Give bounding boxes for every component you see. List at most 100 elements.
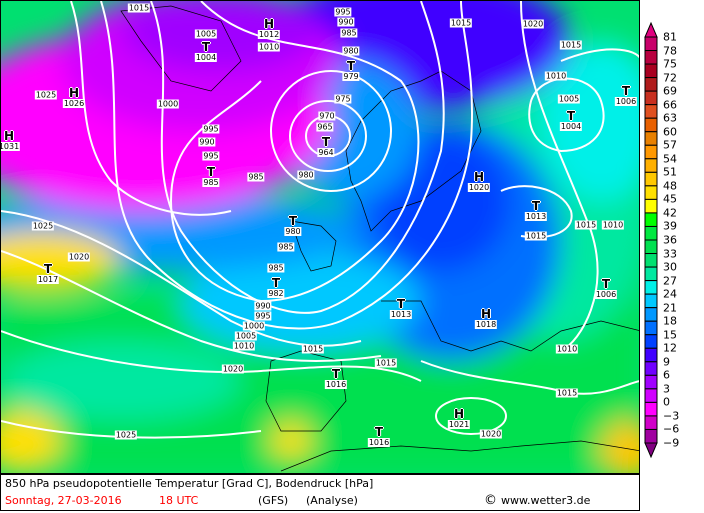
isobar-label: 1005 xyxy=(234,331,258,341)
isobar-label: 1025 xyxy=(34,90,58,100)
legend-label: 63 xyxy=(663,111,677,125)
legend-swatch xyxy=(644,253,658,268)
pressure-center: T 1016 xyxy=(367,426,391,447)
pressure-center: T 985 xyxy=(202,165,220,187)
legend-label: 30 xyxy=(663,260,677,274)
isobar-label: 1015 xyxy=(555,388,579,398)
pressure-center: T 1004 xyxy=(559,110,583,131)
center-symbol: T xyxy=(271,276,281,290)
legend-label: 3 xyxy=(663,382,670,396)
isobar-label: 1015 xyxy=(574,220,598,230)
legend-top-arrow xyxy=(644,21,658,38)
legend-bottom-arrow xyxy=(644,442,658,459)
legend-label: 78 xyxy=(663,44,677,58)
legend-label: 36 xyxy=(663,233,677,247)
center-value: 1031 xyxy=(1,142,21,151)
center-symbol: T xyxy=(396,297,406,311)
center-symbol: H xyxy=(480,307,492,321)
center-value: 1016 xyxy=(367,438,391,447)
legend-label: −6 xyxy=(663,422,680,436)
center-value: 1010 xyxy=(257,42,281,52)
center-value: 1013 xyxy=(389,310,413,319)
center-value: 979 xyxy=(342,72,360,81)
legend-label: 0 xyxy=(663,395,670,409)
valid-date: Sonntag, 27-03-2016 xyxy=(5,494,122,507)
pressure-center: T 980 xyxy=(284,215,302,236)
pressure-center: H 1031 xyxy=(1,129,21,151)
weather-map: H 1012 1010 T 1004 H 1026 H 1031 T 985 T 964 T… xyxy=(0,0,640,474)
legend-swatch xyxy=(644,334,658,349)
legend-label: 57 xyxy=(663,138,677,152)
pressure-center: H 1021 xyxy=(447,407,471,429)
center-value: 1021 xyxy=(447,420,471,429)
isobar-label: 975 xyxy=(334,94,352,104)
legend-label: 69 xyxy=(663,84,677,98)
isobar-label: 1005 xyxy=(194,29,218,39)
isobar-label: 1025 xyxy=(114,430,138,440)
isobar-label: 1015 xyxy=(127,3,151,13)
center-value: 1017 xyxy=(36,275,60,284)
website-link[interactable]: www.wetter3.de xyxy=(501,494,591,507)
isobar-label: 1010 xyxy=(601,220,625,230)
legend-label: 51 xyxy=(663,165,677,179)
isobar-label: 995 xyxy=(202,151,220,161)
legend-swatch xyxy=(644,320,658,336)
pressure-center: T 1017 xyxy=(36,262,60,284)
legend-label: −3 xyxy=(663,409,680,423)
isobar-label: 970 xyxy=(318,111,336,121)
legend-swatch xyxy=(644,171,658,187)
legend-label: 15 xyxy=(663,328,677,342)
pressure-center: T 964 xyxy=(317,135,335,157)
legend-swatch xyxy=(644,117,658,133)
pressure-center: T 1006 xyxy=(594,277,618,299)
isobar-label: 1015 xyxy=(374,358,398,368)
legend-label: 39 xyxy=(663,219,677,233)
center-symbol: H xyxy=(68,86,80,100)
isobar-label: 1010 xyxy=(232,341,256,351)
legend-swatch xyxy=(644,131,658,146)
legend-label: 60 xyxy=(663,125,677,139)
center-value: 1004 xyxy=(559,122,583,131)
pressure-center: T 979 xyxy=(342,60,360,81)
legend-swatch xyxy=(644,428,658,444)
isobar-label: 1020 xyxy=(221,364,245,374)
isobar-label: 1020 xyxy=(479,429,503,439)
center-symbol: T xyxy=(321,135,331,149)
isobar-label: 1020 xyxy=(67,252,91,262)
isobar-label: 1015 xyxy=(449,18,473,28)
legend-label: 42 xyxy=(663,206,677,220)
color-legend xyxy=(644,21,658,459)
legend-label: 72 xyxy=(663,71,677,85)
isobar-label: 1000 xyxy=(156,99,180,109)
center-symbol: H xyxy=(3,129,15,143)
legend-swatch xyxy=(644,266,658,282)
center-value: 1026 xyxy=(62,99,86,108)
isobar-label: 1025 xyxy=(31,221,55,231)
center-symbol: H xyxy=(453,407,465,421)
legend-label: 48 xyxy=(663,179,677,193)
pressure-center: H 1026 xyxy=(62,86,86,108)
isobar-label: 1015 xyxy=(559,40,583,50)
legend-swatch xyxy=(644,158,658,173)
center-value: 985 xyxy=(202,178,220,187)
center-symbol: T xyxy=(43,262,53,276)
legend-swatch xyxy=(644,77,658,92)
pressure-center: T 1013 xyxy=(524,199,548,221)
isobar-label: 985 xyxy=(267,263,285,273)
valid-time: 18 UTC xyxy=(159,494,199,507)
center-value: 982 xyxy=(267,289,285,298)
legend-swatch xyxy=(644,280,658,295)
isobar-label: 1010 xyxy=(544,71,568,81)
map-title: 850 hPa pseudopotentielle Temperatur [Gr… xyxy=(5,477,374,490)
isobar-label: 1000 xyxy=(242,321,266,331)
center-value: 1018 xyxy=(474,320,498,329)
legend-swatch xyxy=(644,50,658,65)
center-symbol: T xyxy=(531,199,541,213)
run-type: (Analyse) xyxy=(306,494,358,507)
center-symbol: T xyxy=(621,84,631,98)
legend-swatch xyxy=(644,198,658,214)
center-symbol: H xyxy=(473,170,485,184)
legend-swatch xyxy=(644,293,658,309)
center-symbol: T xyxy=(601,277,611,291)
center-symbol: T xyxy=(206,165,216,179)
